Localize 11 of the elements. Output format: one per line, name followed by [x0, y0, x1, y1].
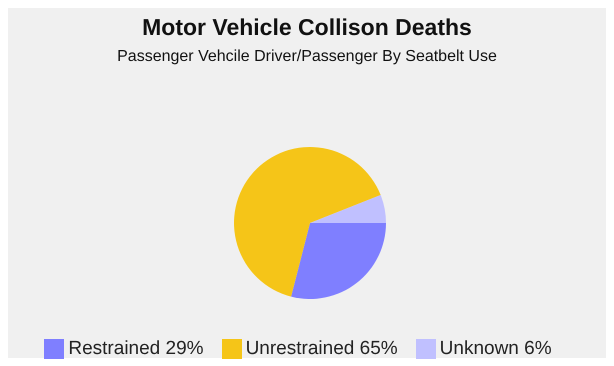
chart-title: Motor Vehicle Collison Deaths — [141, 14, 473, 41]
chart-subtitle: Passenger Vehcile Driver/Passenger By Seatbelt Use — [116, 48, 498, 66]
legend-label: Restrained — [68, 338, 160, 359]
pie-slice — [310, 195, 386, 223]
legend-label: Unknown — [440, 338, 519, 359]
pie-slice — [291, 223, 386, 299]
data-label: 29% — [166, 338, 204, 359]
legend-label: Unrestrained — [246, 338, 354, 359]
data-label: 65% — [360, 338, 398, 359]
data-label: 6% — [524, 338, 552, 359]
pie-slice — [234, 147, 381, 297]
